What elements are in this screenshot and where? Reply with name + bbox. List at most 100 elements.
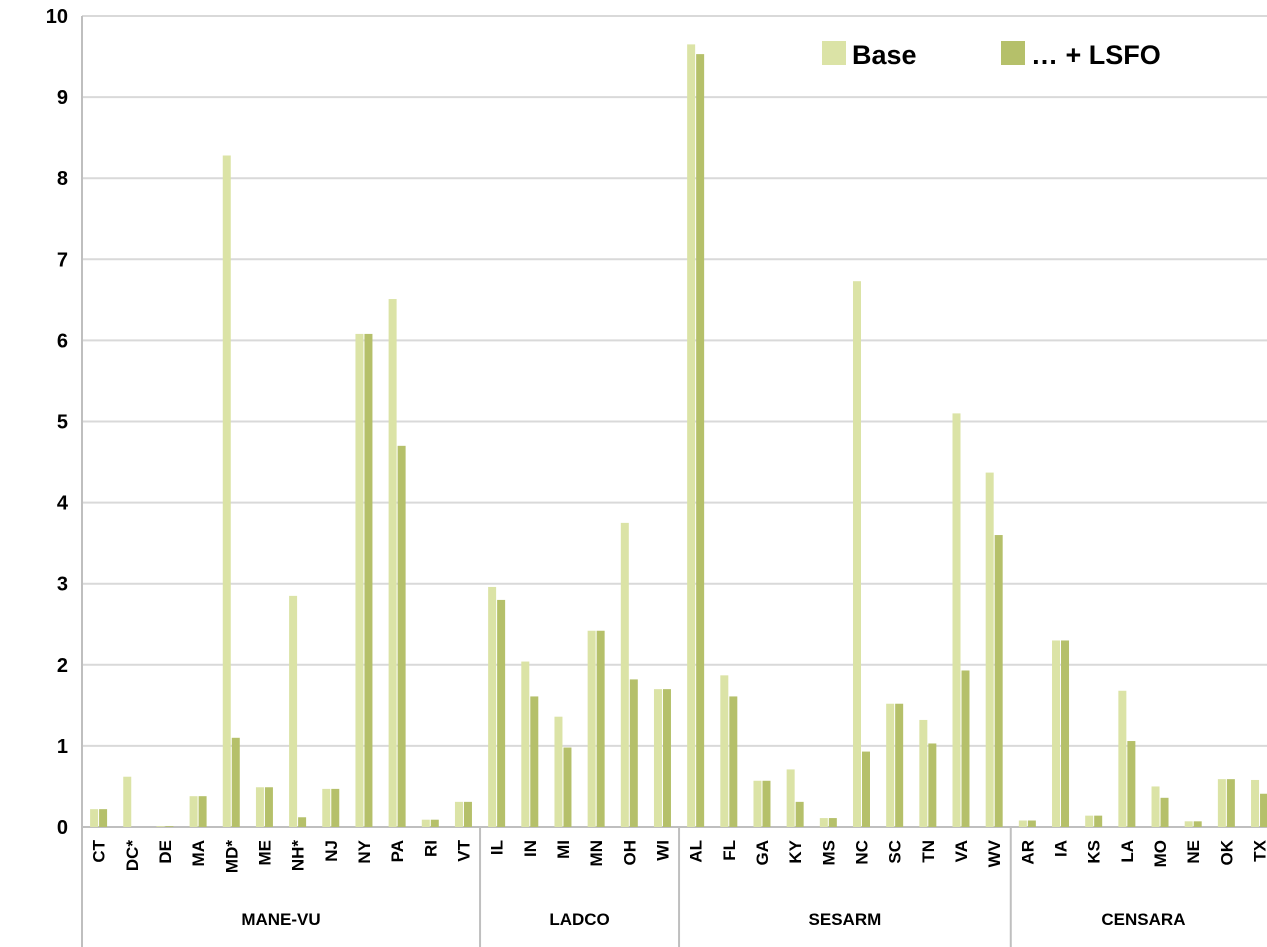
y-tick-label: 0 — [57, 817, 68, 839]
bar-lsfo — [298, 817, 307, 827]
bar-lsfo — [264, 787, 273, 827]
bar-base — [222, 155, 231, 827]
bar-base — [1151, 786, 1160, 827]
legend: Base … + LSFO — [822, 40, 1161, 70]
x-axis: CT DC* DE MA MD* ME NH* NJ NY PA RI VT IL IN MI MN OH WI A… — [90, 827, 1267, 947]
bar-base — [919, 719, 928, 827]
bar-lsfo — [861, 751, 870, 827]
bar-lsfo — [463, 801, 472, 827]
bar-base — [289, 595, 298, 827]
group-label: SESARM — [809, 910, 882, 929]
bar-base — [1217, 779, 1226, 827]
bar-lsfo — [696, 54, 705, 827]
bar-base — [123, 776, 132, 827]
x-tick-label: NY — [355, 839, 374, 863]
x-tick-label: DE — [156, 840, 175, 864]
bar-lsfo — [994, 535, 1003, 827]
y-tick-label: 5 — [57, 412, 68, 434]
group-label: LADCO — [549, 910, 609, 929]
bar-base — [388, 299, 397, 827]
bar-lsfo — [231, 737, 240, 827]
x-tick-label: IL — [488, 840, 507, 855]
bar-base — [355, 333, 364, 827]
bar-lsfo — [1260, 793, 1267, 827]
x-tick-label: RI — [421, 840, 440, 857]
y-tick-label: 10 — [46, 6, 68, 28]
x-tick-label: SC — [886, 840, 905, 864]
x-tick-label: KS — [1085, 840, 1104, 864]
x-tick-label: KY — [786, 839, 805, 863]
x-tick-label: NE — [1184, 840, 1203, 864]
x-tick-label: AR — [1018, 840, 1037, 865]
x-tick-label: MD* — [222, 840, 241, 873]
group-label: CENSARA — [1101, 910, 1185, 929]
bar-base — [1018, 820, 1027, 827]
y-tick-label: 1 — [57, 736, 68, 758]
bar-lsfo — [1127, 741, 1136, 827]
bar-base — [653, 689, 662, 827]
bar-base — [985, 472, 994, 827]
y-tick-label: 7 — [57, 249, 68, 271]
bar-base — [1052, 640, 1061, 827]
bar-base — [1251, 779, 1260, 827]
bar-lsfo — [828, 818, 837, 827]
bar-base — [819, 818, 828, 827]
y-tick-label: 8 — [57, 168, 68, 190]
bar-base — [521, 661, 530, 827]
bar-lsfo — [729, 696, 738, 827]
bar-base — [255, 787, 264, 827]
bar-lsfo — [563, 747, 572, 827]
x-tick-label: OK — [1217, 839, 1236, 865]
bar-base — [189, 796, 198, 827]
bar-base — [852, 281, 861, 827]
x-tick-label: TX — [1251, 839, 1267, 861]
bar-lsfo — [928, 743, 937, 827]
bar-base — [421, 819, 430, 827]
x-tick-label: ME — [255, 840, 274, 866]
x-tick-label: MO — [1151, 840, 1170, 867]
x-tick-label: CT — [90, 839, 109, 862]
bars — [90, 44, 1267, 827]
bar-lsfo — [1226, 779, 1235, 827]
x-tick-label: AL — [687, 840, 706, 863]
bar-base — [1184, 821, 1193, 827]
bar-base — [886, 703, 895, 827]
bar-lsfo — [895, 703, 904, 827]
x-tick-label: VA — [952, 840, 971, 862]
group-label: MANE-VU — [241, 910, 320, 929]
bar-lsfo — [364, 333, 373, 827]
bar-lsfo — [1193, 821, 1202, 827]
legend-swatch-lsfo — [1001, 41, 1025, 65]
x-tick-label: TN — [919, 840, 938, 863]
x-tick-label: VT — [454, 839, 473, 861]
bar-lsfo — [762, 780, 771, 827]
y-tick-label: 6 — [57, 330, 68, 352]
bar-base — [687, 44, 696, 827]
x-tick-label: DC* — [123, 840, 142, 872]
bar-base — [1085, 815, 1094, 827]
bar-lsfo — [198, 796, 207, 827]
x-tick-label: NH* — [289, 840, 308, 872]
x-tick-label: MS — [819, 840, 838, 866]
bar-lsfo — [397, 445, 406, 827]
y-axis-ticks: 0 1 2 3 4 5 6 7 8 9 10 — [46, 6, 69, 839]
bar-base — [720, 675, 729, 827]
legend-label-lsfo: … + LSFO — [1031, 40, 1161, 70]
x-tick-label: MI — [554, 840, 573, 859]
bar-lsfo — [1160, 797, 1169, 827]
bar-base — [952, 413, 961, 827]
bar-lsfo — [165, 826, 174, 827]
x-tick-label: LA — [1118, 840, 1137, 863]
bar-base — [1118, 690, 1127, 827]
x-tick-label: NJ — [322, 840, 341, 862]
y-tick-label: 9 — [57, 87, 68, 109]
bar-lsfo — [795, 801, 804, 827]
bar-lsfo — [530, 696, 539, 827]
x-tick-label: WV — [985, 839, 1004, 867]
bar-lsfo — [497, 599, 506, 827]
x-tick-label: MA — [189, 840, 208, 866]
bar-base — [554, 716, 563, 827]
y-tick-label: 4 — [57, 493, 69, 515]
x-tick-label: IN — [521, 840, 540, 857]
